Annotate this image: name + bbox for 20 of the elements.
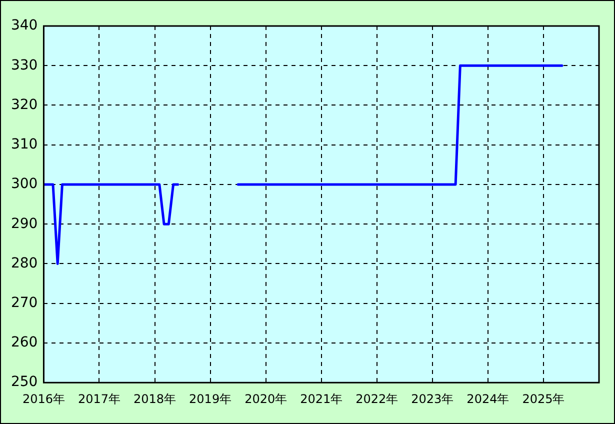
y-tick-label: 270 xyxy=(10,294,38,311)
y-tick-label: 320 xyxy=(10,96,38,113)
x-tick-label: 2018年 xyxy=(134,392,176,406)
x-tick-label: 2016年 xyxy=(22,392,65,406)
x-tick-label: 2021年 xyxy=(300,392,343,406)
y-tick-label: 280 xyxy=(10,255,38,272)
y-tick-label: 300 xyxy=(10,176,38,192)
y-tick-label: 330 xyxy=(10,57,38,74)
x-tick-label: 2017年 xyxy=(78,392,121,406)
y-tick-label: 310 xyxy=(10,136,38,153)
y-tick-label: 340 xyxy=(10,18,38,34)
x-tick-label: 2024年 xyxy=(466,392,510,406)
y-tick-label: 250 xyxy=(10,374,38,390)
y-tick-label: 260 xyxy=(10,334,38,351)
x-tick-label: 2019年 xyxy=(189,392,232,406)
x-tick-label: 2020年 xyxy=(244,392,288,406)
x-tick-label: 2023年 xyxy=(411,392,454,406)
x-tick-label: 2025年 xyxy=(522,392,565,406)
y-tick-label: 290 xyxy=(10,216,38,232)
x-tick-label: 2022年 xyxy=(356,392,398,406)
